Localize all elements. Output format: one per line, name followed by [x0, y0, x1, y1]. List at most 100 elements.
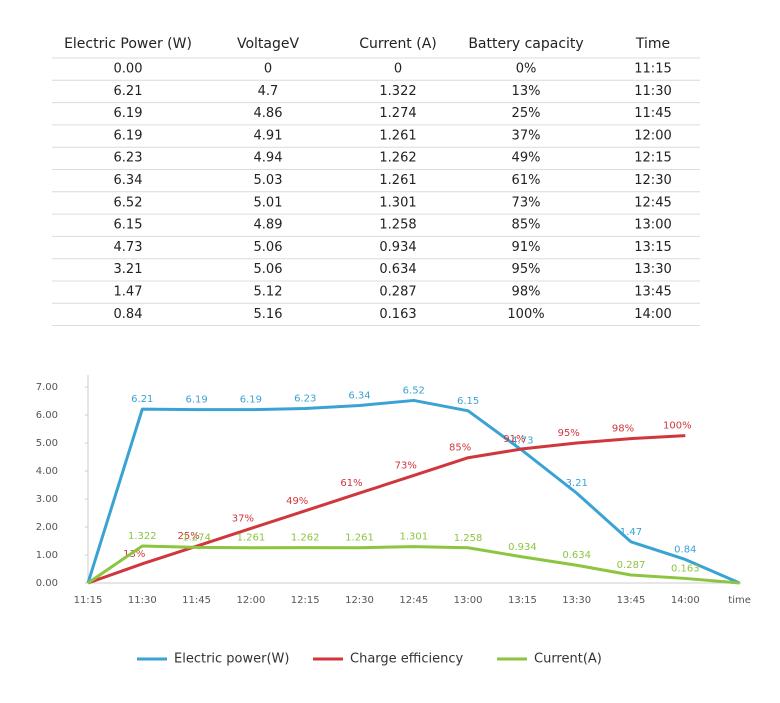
data-label: 73% — [395, 460, 417, 471]
table-cell: 6.23 — [114, 151, 143, 166]
data-label: 1.262 — [291, 533, 320, 544]
y-tick-label: 1.00 — [36, 550, 58, 561]
table-header: Electric Power (W) — [64, 36, 192, 52]
table-cell: 12:45 — [634, 195, 671, 210]
table-cell: 13% — [512, 84, 541, 99]
table-cell: 4.91 — [254, 128, 283, 143]
x-tick-label: 13:15 — [508, 595, 537, 606]
table-cell: 0% — [516, 62, 537, 77]
data-label: 91% — [503, 434, 525, 445]
table-cell: 0 — [264, 62, 272, 77]
table-cell: 95% — [512, 262, 541, 277]
data-label: 6.21 — [131, 394, 153, 405]
table-cell: 6.52 — [114, 195, 143, 210]
table-cell: 13:00 — [634, 218, 671, 233]
table-cell: 5.01 — [254, 195, 283, 210]
data-label: 6.19 — [240, 395, 262, 406]
table-cell: 11:15 — [634, 62, 671, 77]
x-tick-label: 11:15 — [74, 595, 103, 606]
data-label: 6.19 — [185, 395, 207, 406]
table-cell: 1.258 — [379, 218, 416, 233]
table-header: Battery capacity — [468, 36, 583, 52]
data-label: 85% — [449, 443, 471, 454]
x-tick-label: 11:45 — [182, 595, 211, 606]
data-label: 95% — [558, 428, 580, 439]
data-label: 25% — [177, 531, 199, 542]
legend-label: Current(A) — [534, 652, 602, 667]
table-cell: 6.34 — [114, 173, 143, 188]
x-tick-label: time — [728, 595, 751, 606]
table-cell: 91% — [512, 240, 541, 255]
series-line — [86, 398, 741, 585]
y-tick-label: 4.00 — [36, 466, 58, 477]
table-cell: 3.21 — [114, 262, 143, 277]
table-cell: 4.7 — [258, 84, 279, 99]
table-header: Time — [635, 36, 670, 52]
x-tick-label: 12:30 — [345, 595, 374, 606]
data-label: 6.23 — [294, 394, 316, 405]
table-cell: 5.12 — [254, 285, 283, 300]
legend-label: Charge efficiency — [350, 652, 463, 667]
table-cell: 11:30 — [634, 84, 671, 99]
table-header: Current (A) — [359, 36, 437, 52]
table-cell: 5.16 — [254, 307, 283, 322]
data-label: 98% — [612, 424, 634, 435]
data-label: 37% — [232, 513, 254, 524]
table-cell: 5.06 — [254, 262, 283, 277]
table-cell: 100% — [507, 307, 544, 322]
data-label: 6.34 — [348, 390, 370, 401]
table-cell: 0.84 — [114, 307, 143, 322]
x-tick-label: 13:30 — [562, 595, 591, 606]
series-line — [87, 434, 686, 585]
table-cell: 4.89 — [254, 218, 283, 233]
data-label: 4.73 — [511, 436, 533, 447]
table-cell: 61% — [512, 173, 541, 188]
table-cell: 0.934 — [379, 240, 416, 255]
data-label: 13% — [123, 549, 145, 560]
table-cell: 1.274 — [379, 106, 416, 121]
table-cell: 4.86 — [254, 106, 283, 121]
data-label: 1.274 — [182, 532, 211, 543]
x-tick-label: 12:45 — [399, 595, 428, 606]
table-cell: 12:30 — [634, 173, 671, 188]
table-cell: 13:15 — [634, 240, 671, 255]
data-label: 100% — [663, 421, 692, 432]
x-tick-label: 13:45 — [617, 595, 646, 606]
y-tick-label: 6.00 — [36, 410, 58, 421]
table-cell: 0 — [394, 62, 402, 77]
y-tick-label: 0.00 — [36, 578, 58, 589]
table-cell: 0.163 — [379, 307, 416, 322]
x-tick-label: 13:00 — [454, 595, 483, 606]
table-cell: 11:45 — [634, 106, 671, 121]
y-tick-label: 2.00 — [36, 522, 58, 533]
table-cell: 85% — [512, 218, 541, 233]
table-cell: 25% — [512, 106, 541, 121]
data-label: 1.301 — [399, 532, 428, 543]
data-label: 0.163 — [671, 563, 700, 574]
data-label: 1.322 — [128, 531, 157, 542]
table-cell: 6.19 — [114, 128, 143, 143]
table-cell: 4.73 — [114, 240, 143, 255]
y-tick-label: 7.00 — [36, 382, 58, 393]
table-cell: 0.634 — [379, 262, 416, 277]
table-cell: 0.00 — [114, 62, 143, 77]
table-header: VoltageV — [237, 36, 300, 52]
x-tick-label: 14:00 — [671, 595, 700, 606]
table-cell: 1.47 — [114, 285, 143, 300]
table-cell: 4.94 — [254, 151, 283, 166]
data-label: 6.52 — [403, 385, 425, 396]
data-label: 1.261 — [345, 533, 374, 544]
x-tick-label: 11:30 — [128, 595, 157, 606]
y-tick-label: 5.00 — [36, 438, 58, 449]
data-label: 0.287 — [617, 560, 646, 571]
data-label: 61% — [340, 478, 362, 489]
data-label: 0.934 — [508, 542, 537, 553]
x-tick-label: 12:15 — [291, 595, 320, 606]
table-cell: 13:30 — [634, 262, 671, 277]
table-cell: 12:00 — [634, 128, 671, 143]
table-cell: 6.19 — [114, 106, 143, 121]
data-label: 1.261 — [237, 533, 266, 544]
data-label: 3.21 — [566, 478, 588, 489]
legend-label: Electric power(W) — [174, 652, 289, 667]
data-label: 1.258 — [454, 533, 483, 544]
